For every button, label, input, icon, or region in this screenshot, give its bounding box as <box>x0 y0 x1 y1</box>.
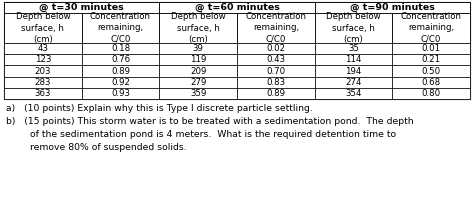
Text: 0.43: 0.43 <box>266 55 285 64</box>
Text: 209: 209 <box>190 66 206 75</box>
Text: 283: 283 <box>35 78 51 87</box>
Bar <box>159 43 237 54</box>
Bar <box>315 43 392 54</box>
Bar <box>159 2 315 13</box>
Bar <box>4 77 82 88</box>
Text: Depth below
surface, h
(cm): Depth below surface, h (cm) <box>326 12 381 44</box>
Bar <box>392 88 470 99</box>
Text: 0.89: 0.89 <box>266 89 285 98</box>
Text: @ t=30 minutes: @ t=30 minutes <box>39 3 124 12</box>
Text: 123: 123 <box>35 55 51 64</box>
Text: Depth below
surface, h
(cm): Depth below surface, h (cm) <box>171 12 226 44</box>
Bar <box>392 77 470 88</box>
Bar <box>82 54 159 65</box>
Text: @ t=90 minutes: @ t=90 minutes <box>350 3 435 12</box>
Text: 114: 114 <box>345 55 362 64</box>
Text: 203: 203 <box>35 66 51 75</box>
Bar <box>4 2 159 13</box>
Text: 0.80: 0.80 <box>421 89 441 98</box>
Text: 119: 119 <box>190 55 206 64</box>
Text: 0.02: 0.02 <box>266 44 285 53</box>
Bar <box>392 13 470 43</box>
Text: Concentration
remaining,
C/C0: Concentration remaining, C/C0 <box>246 12 306 44</box>
Text: a)   (10 points) Explain why this is Type I discrete particle settling.: a) (10 points) Explain why this is Type … <box>6 104 313 113</box>
Bar <box>82 13 159 43</box>
Text: remove 80% of suspended solids.: remove 80% of suspended solids. <box>6 143 187 152</box>
Text: @ t=60 minutes: @ t=60 minutes <box>194 3 280 12</box>
Bar <box>315 54 392 65</box>
Bar <box>4 43 82 54</box>
Text: 363: 363 <box>35 89 51 98</box>
Text: Concentration
remaining,
C/C0: Concentration remaining, C/C0 <box>401 12 462 44</box>
Text: 354: 354 <box>345 89 362 98</box>
Text: 0.89: 0.89 <box>111 66 130 75</box>
Bar <box>159 77 237 88</box>
Bar <box>237 54 315 65</box>
Bar <box>237 13 315 43</box>
Bar <box>392 65 470 77</box>
Text: 279: 279 <box>190 78 206 87</box>
Text: Depth below
surface, h
(cm): Depth below surface, h (cm) <box>16 12 70 44</box>
Text: 0.83: 0.83 <box>266 78 285 87</box>
Text: Concentration
remaining,
C/C0: Concentration remaining, C/C0 <box>90 12 151 44</box>
Bar <box>392 43 470 54</box>
Bar <box>237 77 315 88</box>
Text: 43: 43 <box>37 44 48 53</box>
Text: 194: 194 <box>346 66 362 75</box>
Text: 0.21: 0.21 <box>421 55 441 64</box>
Bar <box>315 13 392 43</box>
Text: 0.92: 0.92 <box>111 78 130 87</box>
Text: 0.70: 0.70 <box>266 66 285 75</box>
Bar <box>392 54 470 65</box>
Bar <box>315 77 392 88</box>
Bar <box>82 77 159 88</box>
Bar <box>4 2 470 99</box>
Bar <box>4 54 82 65</box>
Text: 274: 274 <box>345 78 362 87</box>
Bar <box>159 88 237 99</box>
Text: 0.68: 0.68 <box>421 78 441 87</box>
Bar <box>159 54 237 65</box>
Bar <box>4 88 82 99</box>
Bar <box>315 65 392 77</box>
Text: 39: 39 <box>193 44 204 53</box>
Text: 0.01: 0.01 <box>421 44 441 53</box>
Bar <box>237 43 315 54</box>
Bar <box>4 13 82 43</box>
Bar <box>237 65 315 77</box>
Text: 35: 35 <box>348 44 359 53</box>
Bar <box>82 88 159 99</box>
Bar <box>159 13 237 43</box>
Text: of the sedimentation pond is 4 meters.  What is the required detention time to: of the sedimentation pond is 4 meters. W… <box>6 130 396 139</box>
Bar <box>159 65 237 77</box>
Text: b)   (15 points) This storm water is to be treated with a sedimentation pond.  T: b) (15 points) This storm water is to be… <box>6 117 414 126</box>
Text: 0.76: 0.76 <box>111 55 130 64</box>
Text: 0.93: 0.93 <box>111 89 130 98</box>
Bar <box>315 2 470 13</box>
Bar <box>82 65 159 77</box>
Text: 359: 359 <box>190 89 206 98</box>
Text: 0.50: 0.50 <box>421 66 441 75</box>
Bar <box>82 43 159 54</box>
Bar <box>4 65 82 77</box>
Text: 0.18: 0.18 <box>111 44 130 53</box>
Bar <box>237 88 315 99</box>
Bar <box>315 88 392 99</box>
